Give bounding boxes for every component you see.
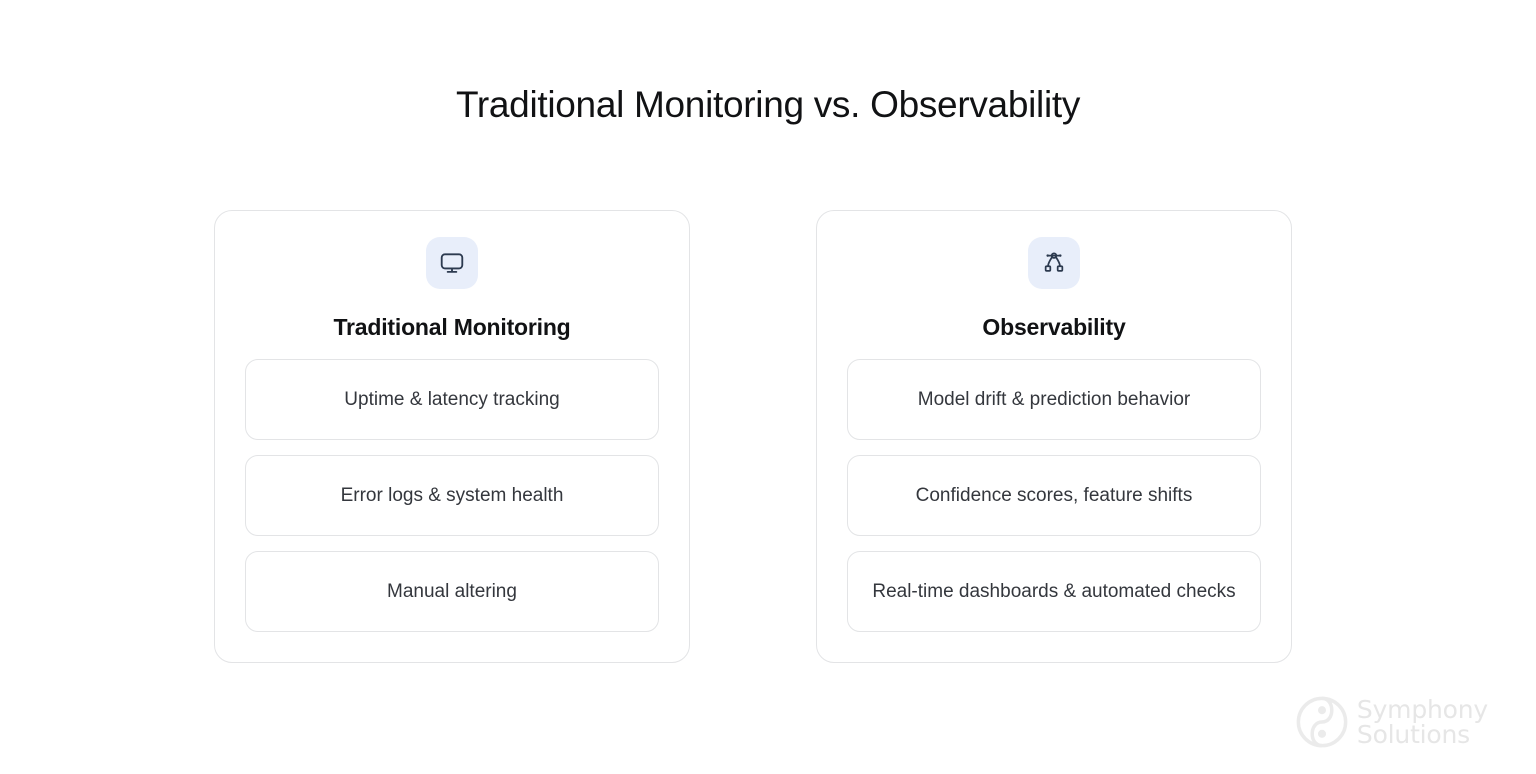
- card-title-traditional-monitoring: Traditional Monitoring: [333, 314, 571, 340]
- list-item: Real-time dashboards & automated checks: [847, 551, 1261, 632]
- monitor-icon-badge: [426, 237, 478, 289]
- card-observability: Observability Model drift & prediction b…: [816, 210, 1292, 663]
- brand-logo-line1: Symphony: [1356, 695, 1488, 724]
- list-item: Model drift & prediction behavior: [847, 359, 1261, 440]
- list-item: Manual altering: [245, 551, 659, 632]
- card-title-observability: Observability: [982, 314, 1126, 340]
- brand-logo-text: Symphony Solutions: [1357, 697, 1488, 747]
- brand-logo: Symphony Solutions: [1294, 694, 1488, 750]
- list-item: Error logs & system health: [245, 455, 659, 536]
- page-title: Traditional Monitoring vs. Observability: [455, 84, 1081, 125]
- symphony-circular-s-icon: [1294, 694, 1350, 750]
- list-item: Confidence scores, feature shifts: [847, 455, 1261, 536]
- comparison-cards-row: Traditional Monitoring Uptime & latency …: [214, 210, 1292, 663]
- bezier-node-icon: [1041, 250, 1067, 276]
- card-traditional-monitoring: Traditional Monitoring Uptime & latency …: [214, 210, 690, 663]
- feature-list-observability: Model drift & prediction behavior Confid…: [847, 359, 1261, 632]
- list-item: Uptime & latency tracking: [245, 359, 659, 440]
- bezier-node-icon-badge: [1028, 237, 1080, 289]
- feature-list-traditional-monitoring: Uptime & latency tracking Error logs & s…: [245, 359, 659, 632]
- brand-logo-line2: Solutions: [1356, 720, 1470, 749]
- monitor-icon: [439, 250, 465, 276]
